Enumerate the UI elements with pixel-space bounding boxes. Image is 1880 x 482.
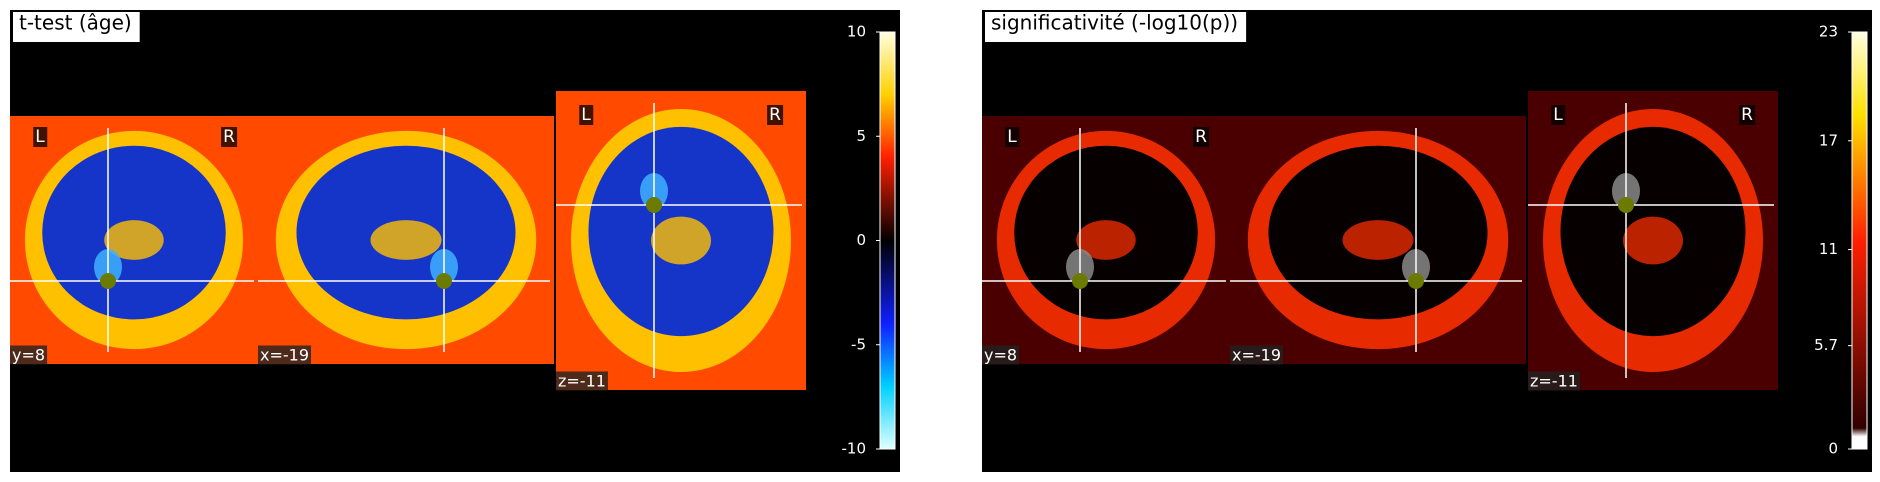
cursor-dot — [1072, 273, 1088, 289]
orientation-label-bg — [1551, 105, 1566, 125]
orientation-label: L — [35, 127, 45, 147]
slice-coordinate-bg — [10, 345, 48, 365]
colorbar — [879, 31, 896, 450]
slice-coordinate-bg — [1528, 371, 1580, 391]
cursor-dot — [100, 273, 116, 289]
slice-coordinate-bg — [258, 345, 312, 365]
colorbar-tick-label: -5 — [851, 335, 866, 353]
slice-coordinate: y=8 — [984, 346, 1017, 365]
orientation-label: R — [223, 127, 235, 147]
brain-structure — [1623, 216, 1683, 265]
orientation-label: R — [1195, 127, 1207, 147]
panel-title: significativité (-log10(p)) — [991, 11, 1238, 35]
orientation-label-bg — [33, 127, 48, 147]
slice-coordinate: x=-19 — [260, 346, 309, 365]
brain-structure — [370, 220, 442, 260]
orientation-label: L — [1007, 127, 1017, 147]
orientation-label: R — [1741, 105, 1753, 125]
orientation-label-bg — [221, 127, 238, 147]
panel-title-bg — [985, 12, 1247, 42]
colorbar-tick-label: 5 — [856, 127, 866, 145]
orientation-label-bg — [767, 105, 784, 125]
slice-coordinate: x=-19 — [1232, 346, 1281, 365]
slice-coordinate: z=-11 — [1530, 372, 1578, 391]
brain-structure — [104, 220, 164, 260]
orientation-label-bg — [579, 105, 594, 125]
cursor-dot — [1618, 197, 1634, 213]
slice-coordinate: y=8 — [12, 346, 45, 365]
orientation-label-bg — [1739, 105, 1756, 125]
colorbar-tick-label: 10 — [847, 23, 866, 41]
brain-structure — [1076, 220, 1136, 260]
colorbar-tick-label: 17 — [1819, 131, 1838, 149]
orientation-label: L — [581, 105, 591, 125]
cursor-dot — [646, 197, 662, 213]
colorbar-tick-label: -10 — [842, 440, 867, 458]
orientation-label-bg — [1193, 127, 1210, 147]
brain-structure — [651, 216, 711, 265]
orientation-label: L — [1553, 105, 1563, 125]
slice-coordinate-bg — [982, 345, 1020, 365]
slice-coordinate-bg — [1230, 345, 1284, 365]
slice-coordinate-bg — [556, 371, 608, 391]
panel-title-bg — [13, 12, 140, 42]
orientation-label-bg — [1005, 127, 1020, 147]
colorbar-tick-label: 5.7 — [1814, 336, 1838, 354]
panel-title: t-test (âge) — [19, 11, 132, 35]
colorbar-tick-label: 23 — [1819, 23, 1838, 41]
slice-coordinate: z=-11 — [558, 372, 606, 391]
colorbar — [1851, 31, 1868, 450]
colorbar-tick-label: 0 — [856, 231, 866, 249]
colorbar-tick-label: 0 — [1828, 440, 1838, 458]
cursor-dot — [1408, 273, 1424, 289]
cursor-dot — [436, 273, 452, 289]
brain-structure — [1342, 220, 1414, 260]
colorbar-tick-label: 11 — [1819, 240, 1838, 258]
orientation-label: R — [769, 105, 781, 125]
